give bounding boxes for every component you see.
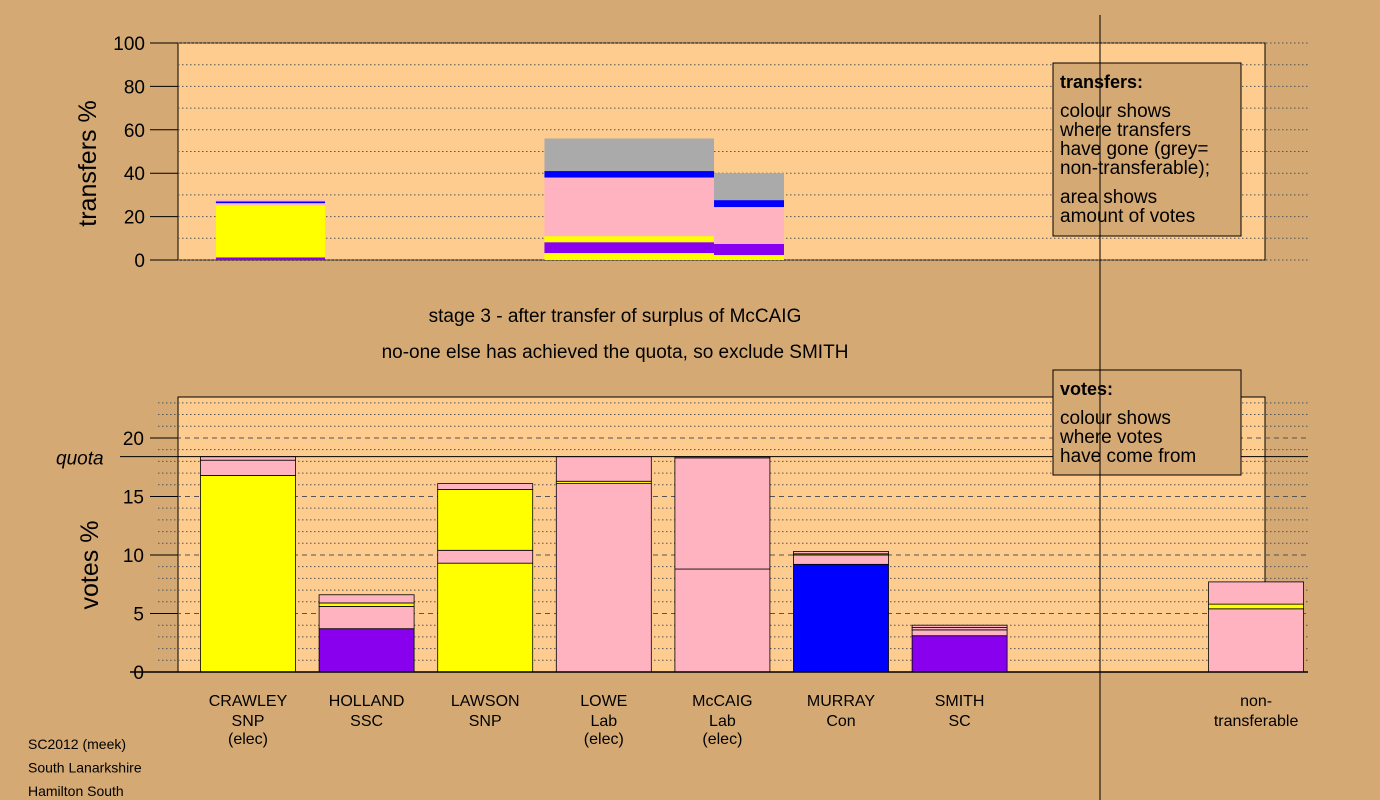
- transfers-tick-label: 20: [124, 208, 145, 229]
- vote-bar-7-segment-2: [1208, 581, 1304, 605]
- votes-tick-label: 5: [133, 604, 144, 625]
- candidate-name: CRAWLEY: [209, 693, 288, 710]
- transfer-segment-0-1: [215, 205, 326, 258]
- vote-bar-2-segment-3: [437, 483, 534, 490]
- vote-bar-2-segment-2: [437, 489, 534, 551]
- transfer-segment-0-2: [215, 203, 326, 206]
- transfer-segment-1-5: [544, 138, 715, 172]
- vote-bar-6-segment-0: [911, 635, 1008, 673]
- vote-bar-1-segment-0: [318, 628, 415, 673]
- vote-bar-2-segment-1: [437, 549, 534, 564]
- footer-line: SC2012 (meek): [28, 736, 126, 752]
- vote-bar-5-segment-0: [793, 563, 889, 673]
- candidate-status: (elec): [584, 731, 624, 748]
- vote-bar-7-segment-0: [1208, 608, 1304, 673]
- vote-bar-1-segment-1: [318, 606, 415, 630]
- footer-line: South Lanarkshire: [28, 760, 142, 776]
- vote-bar-6-segment-3: [911, 624, 1008, 628]
- candidate-status: (elec): [702, 731, 742, 748]
- vote-bar-3-segment-2: [555, 456, 652, 482]
- candidate-name: MURRAY: [807, 693, 875, 710]
- votes-tick-label: 20: [123, 429, 144, 450]
- votes-tick-label: 15: [123, 487, 144, 508]
- vote-bar-0-segment-0: [200, 475, 296, 673]
- transfer-segment-2-1: [714, 243, 785, 256]
- transfers-tick-label: 100: [113, 34, 145, 55]
- votes-legend-title: votes:: [1060, 379, 1113, 399]
- votes-tick-label: 10: [123, 546, 144, 567]
- candidate-party: Lab: [709, 713, 736, 730]
- vote-bar-7-segment-1: [1208, 603, 1304, 610]
- transfers-axis-title: transfers %: [74, 100, 102, 226]
- transfers-tick-label: 60: [124, 121, 145, 142]
- transfer-segment-1-4: [544, 171, 715, 178]
- votes-tick-label: 0: [133, 663, 144, 684]
- footer: SC2012 (meek) South Lanarkshire Hamilton S…: [28, 736, 142, 799]
- vote-bar-6-segment-1: [911, 629, 1008, 637]
- votes-panel: quota 0 5 10 15 20 votes %: [56, 396, 1308, 684]
- vote-bar-3-segment-0: [555, 483, 652, 673]
- vote-bar-2-segment-0: [437, 562, 534, 673]
- vote-bar-0-segment-1: [200, 459, 296, 476]
- quota-label: quota: [56, 449, 104, 470]
- transfers-legend-line: amount of votes: [1060, 206, 1195, 227]
- candidate-name: LAWSON: [451, 693, 520, 710]
- transfer-segment-2-4: [714, 173, 785, 201]
- transfers-legend-line: where transfers: [1059, 120, 1191, 141]
- votes-legend-line: have come from: [1060, 446, 1196, 467]
- candidate-name: non-: [1240, 693, 1272, 710]
- stage-title: stage 3 - after transfer of surplus of M…: [429, 306, 802, 327]
- votes-legend-box: [1052, 369, 1242, 476]
- transfers-legend-line: have gone (grey=: [1060, 139, 1208, 160]
- transfer-segment-1-3: [544, 177, 715, 237]
- transfer-segment-0-3: [215, 201, 326, 204]
- vote-bar-5-segment-3: [793, 551, 889, 555]
- transfer-segment-1-0: [544, 253, 715, 260]
- candidate-name: McCAIG: [692, 693, 752, 710]
- transfers-legend-title: transfers:: [1060, 72, 1143, 92]
- candidate-party: SC: [948, 713, 970, 730]
- transfers-legend-line: colour shows: [1060, 101, 1171, 122]
- candidate-party: Con: [826, 713, 855, 730]
- vote-bar-1-segment-2: [318, 602, 415, 607]
- vote-bar-1-segment-3: [318, 594, 415, 604]
- votes-axis-title: votes %: [76, 521, 104, 610]
- transfers-tick-label: 80: [124, 77, 145, 98]
- candidate-party: Lab: [590, 713, 617, 730]
- transfer-segment-2-2: [714, 207, 785, 244]
- candidate-labels: CRAWLEYSNP(elec)HOLLANDSSCLAWSONSNPLOWEL…: [209, 693, 1299, 748]
- votes-legend-line: colour shows: [1060, 408, 1171, 429]
- vote-bar-5-segment-1: [793, 554, 889, 565]
- candidate-name: SMITH: [935, 693, 985, 710]
- vote-bar-0-segment-2: [200, 456, 296, 461]
- transfers-legend-line: area shows: [1060, 187, 1157, 208]
- transfer-segment-1-1: [544, 242, 715, 254]
- candidate-status: (elec): [228, 731, 268, 748]
- stage-subtitle: no-one else has achieved the quota, so e…: [382, 342, 849, 363]
- candidate-name: HOLLAND: [329, 693, 405, 710]
- transfer-segment-0-0: [215, 257, 326, 260]
- candidate-name: LOWE: [580, 693, 627, 710]
- vote-bar-4-segment-0: [674, 568, 771, 673]
- transfers-legend-line: non-transferable);: [1060, 158, 1210, 179]
- transfers-tick-label: 40: [124, 164, 145, 185]
- transfer-segment-0-4: [215, 199, 326, 202]
- transfers-tick-label: 0: [134, 251, 145, 272]
- candidate-party: transferable: [1214, 713, 1299, 730]
- candidate-party: SNP: [232, 713, 265, 730]
- footer-line: Hamilton South: [28, 783, 124, 799]
- votes-legend-line: where votes: [1059, 427, 1162, 448]
- transfer-segment-2-0: [714, 255, 785, 260]
- candidate-party: SNP: [469, 713, 502, 730]
- transfer-segment-1-2: [544, 236, 715, 243]
- transfer-segment-2-3: [714, 200, 785, 208]
- transfers-legend-box: [1052, 62, 1242, 237]
- vote-bar-4-segment-1: [674, 457, 771, 570]
- candidate-party: SSC: [350, 713, 383, 730]
